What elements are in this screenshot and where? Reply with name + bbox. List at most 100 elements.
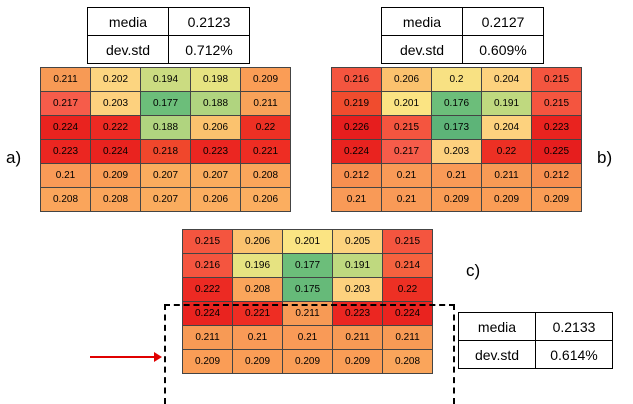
std-label-a: dev.std	[87, 35, 169, 64]
grid-cell: 0.21	[282, 325, 333, 350]
grid-cell: 0.211	[382, 325, 433, 350]
grid-cell: 0.188	[140, 115, 191, 140]
grid-cell: 0.224	[90, 139, 141, 164]
grid-cell: 0.196	[232, 253, 283, 278]
grid-cell: 0.223	[531, 115, 582, 140]
grid-cell: 0.204	[481, 115, 532, 140]
grid-cell: 0.215	[182, 229, 233, 254]
heatmap-grid-b: 0.216 0.206 0.2 0.204 0.215 0.219 0.201 0.176 0.…	[331, 67, 582, 212]
grid-row: 0.226 0.215 0.173 0.204 0.223	[331, 115, 582, 140]
stats-table-a: media 0.2123 dev.std 0.712%	[87, 7, 250, 64]
grid-cell: 0.217	[381, 139, 432, 164]
media-label-b: media	[381, 7, 463, 36]
grid-cell: 0.222	[90, 115, 141, 140]
grid-row: 0.211 0.202 0.194 0.198 0.209	[40, 67, 291, 92]
grid-cell: 0.215	[382, 229, 433, 254]
media-value-b: 0.2127	[462, 7, 544, 36]
grid-cell: 0.21	[232, 325, 283, 350]
grid-cell: 0.207	[190, 163, 241, 188]
grid-cell: 0.226	[331, 115, 382, 140]
grid-cell: 0.201	[381, 91, 432, 116]
grid-cell: 0.219	[331, 91, 382, 116]
grid-cell: 0.211	[40, 67, 91, 92]
grid-cell: 0.22	[240, 115, 291, 140]
grid-cell: 0.206	[232, 229, 283, 254]
grid-cell: 0.215	[531, 67, 582, 92]
grid-cell: 0.205	[332, 229, 383, 254]
grid-cell: 0.22	[481, 139, 532, 164]
grid-cell: 0.209	[90, 163, 141, 188]
panel-label-c: c)	[466, 261, 481, 280]
grid-cell: 0.202	[90, 67, 141, 92]
grid-cell: 0.211	[182, 325, 233, 350]
media-label-a: media	[87, 7, 169, 36]
grid-row: 0.211 0.21 0.21 0.211 0.211	[182, 325, 433, 350]
grid-cell: 0.176	[431, 91, 482, 116]
grid-row: 0.21 0.21 0.209 0.209 0.209	[331, 187, 582, 212]
grid-cell: 0.198	[190, 67, 241, 92]
grid-cell: 0.211	[481, 163, 532, 188]
grid-cell: 0.215	[531, 91, 582, 116]
grid-cell: 0.215	[381, 115, 432, 140]
grid-cell: 0.208	[90, 187, 141, 212]
grid-cell: 0.209	[182, 349, 233, 374]
grid-cell: 0.21	[381, 187, 432, 212]
stats-table-c: media 0.2133 dev.std 0.614%	[458, 312, 613, 369]
grid-row: 0.223 0.224 0.218 0.223 0.221	[40, 139, 291, 164]
panel-label-b: b)	[597, 148, 613, 167]
grid-cell: 0.216	[182, 253, 233, 278]
grid-cell: 0.209	[240, 67, 291, 92]
grid-cell: 0.209	[332, 349, 383, 374]
grid-cell: 0.21	[331, 187, 382, 212]
grid-cell: 0.211	[240, 91, 291, 116]
grid-cell: 0.204	[481, 67, 532, 92]
grid-cell: 0.212	[331, 163, 382, 188]
grid-row: 0.209 0.209 0.209 0.209 0.208	[182, 349, 433, 374]
grid-cell: 0.194	[140, 67, 191, 92]
grid-cell: 0.216	[331, 67, 382, 92]
grid-cell: 0.208	[240, 163, 291, 188]
grid-row: 0.216 0.196 0.177 0.191 0.214	[182, 253, 433, 278]
grid-cell: 0.2	[431, 67, 482, 92]
grid-cell: 0.203	[431, 139, 482, 164]
grid-cell: 0.209	[531, 187, 582, 212]
grid-cell: 0.206	[190, 115, 241, 140]
grid-cell: 0.208	[232, 277, 283, 302]
std-value-c: 0.614%	[535, 340, 613, 369]
std-value-b: 0.609%	[462, 35, 544, 64]
grid-row: 0.224 0.222 0.188 0.206 0.22	[40, 115, 291, 140]
grid-cell: 0.201	[282, 229, 333, 254]
arrow-head-icon	[154, 352, 162, 362]
grid-cell: 0.177	[282, 253, 333, 278]
grid-cell: 0.223	[40, 139, 91, 164]
grid-cell: 0.209	[282, 349, 333, 374]
grid-row: 0.212 0.21 0.21 0.211 0.212	[331, 163, 582, 188]
grid-cell: 0.22	[382, 277, 433, 302]
grid-cell: 0.21	[40, 163, 91, 188]
grid-cell: 0.224	[331, 139, 382, 164]
panel-label-a: a)	[6, 148, 22, 167]
grid-cell: 0.208	[40, 187, 91, 212]
std-label-c: dev.std	[458, 340, 536, 369]
heatmap-grid-a: 0.211 0.202 0.194 0.198 0.209 0.217 0.203 0.177…	[40, 67, 291, 212]
grid-cell: 0.218	[140, 139, 191, 164]
grid-cell: 0.212	[531, 163, 582, 188]
grid-cell: 0.206	[381, 67, 432, 92]
grid-cell: 0.209	[232, 349, 283, 374]
grid-cell: 0.209	[481, 187, 532, 212]
grid-cell: 0.21	[381, 163, 432, 188]
grid-cell: 0.191	[332, 253, 383, 278]
grid-row: 0.224 0.217 0.203 0.22 0.225	[331, 139, 582, 164]
grid-cell: 0.207	[140, 187, 191, 212]
arrow-line	[90, 356, 156, 358]
grid-row: 0.215 0.206 0.201 0.205 0.215	[182, 229, 433, 254]
grid-cell: 0.225	[531, 139, 582, 164]
dashed-region	[164, 304, 455, 404]
grid-cell: 0.209	[431, 187, 482, 212]
grid-row: 0.217 0.203 0.177 0.188 0.211	[40, 91, 291, 116]
grid-row: 0.21 0.209 0.207 0.207 0.208	[40, 163, 291, 188]
grid-cell: 0.177	[140, 91, 191, 116]
grid-cell: 0.208	[382, 349, 433, 374]
grid-row: 0.216 0.206 0.2 0.204 0.215	[331, 67, 582, 92]
grid-cell: 0.206	[240, 187, 291, 212]
